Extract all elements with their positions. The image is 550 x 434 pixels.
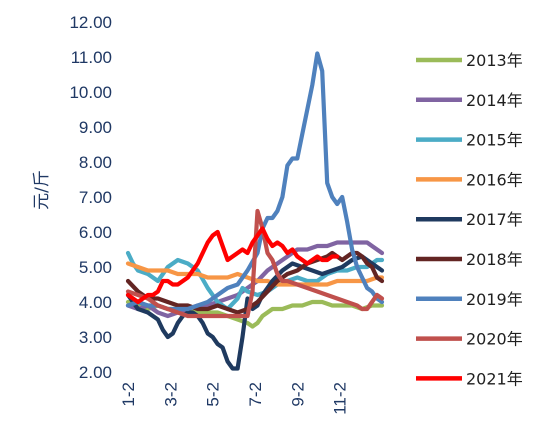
y-tick-label: 8.00 [79, 153, 112, 172]
x-tick-label: 5-2 [204, 382, 223, 407]
x-tick-labels: 1-2 3-2 5-2 7-2 9-2 11-2 [119, 382, 350, 415]
x-tick-label: 9-2 [288, 382, 307, 407]
y-tick-label: 9.00 [79, 118, 112, 137]
legend-label: 2015年 [466, 131, 523, 150]
y-tick-label: 4.00 [79, 293, 112, 312]
legend-label: 2020年 [466, 330, 523, 349]
x-tick-label: 1-2 [119, 382, 138, 407]
legend-label: 2013年 [466, 51, 523, 70]
series-line-2021年 [125, 226, 340, 305]
legend-label: 2021年 [466, 369, 523, 388]
y-tick-label: 10.00 [69, 83, 112, 102]
y-tick-label: 6.00 [79, 223, 112, 242]
x-tick-label: 3-2 [161, 382, 180, 407]
x-tick-label: 11-2 [331, 382, 350, 415]
series-line-2020年 [125, 208, 385, 319]
y-tick-label: 11.00 [71, 48, 112, 67]
y-tick-labels: 2.00 3.00 4.00 5.00 6.00 7.00 8.00 9.00 10.00 11.… [69, 13, 112, 382]
series-line-2016年 [125, 261, 385, 287]
legend-label: 2014年 [466, 91, 523, 110]
legend: 2013年 2014年 2015年 2016年 2017年 2018年 2019年 2020年… [416, 51, 523, 388]
legend-label: 2016年 [466, 170, 523, 189]
y-tick-label: 7.00 [79, 188, 112, 207]
legend-label: 2017年 [466, 210, 523, 229]
x-tick-label: 7-2 [246, 382, 265, 407]
y-axis-label: 元/斤 [32, 170, 52, 210]
plot-area [125, 51, 385, 371]
y-tick-label: 3.00 [79, 328, 112, 347]
y-tick-label: 5.00 [79, 258, 112, 277]
legend-label: 2019年 [466, 290, 523, 309]
y-tick-label: 12.00 [69, 13, 112, 32]
legend-label: 2018年 [466, 250, 523, 269]
series-line-2017年 [125, 254, 385, 371]
series-line-2019年 [125, 51, 385, 312]
y-tick-label: 2.00 [79, 363, 112, 382]
